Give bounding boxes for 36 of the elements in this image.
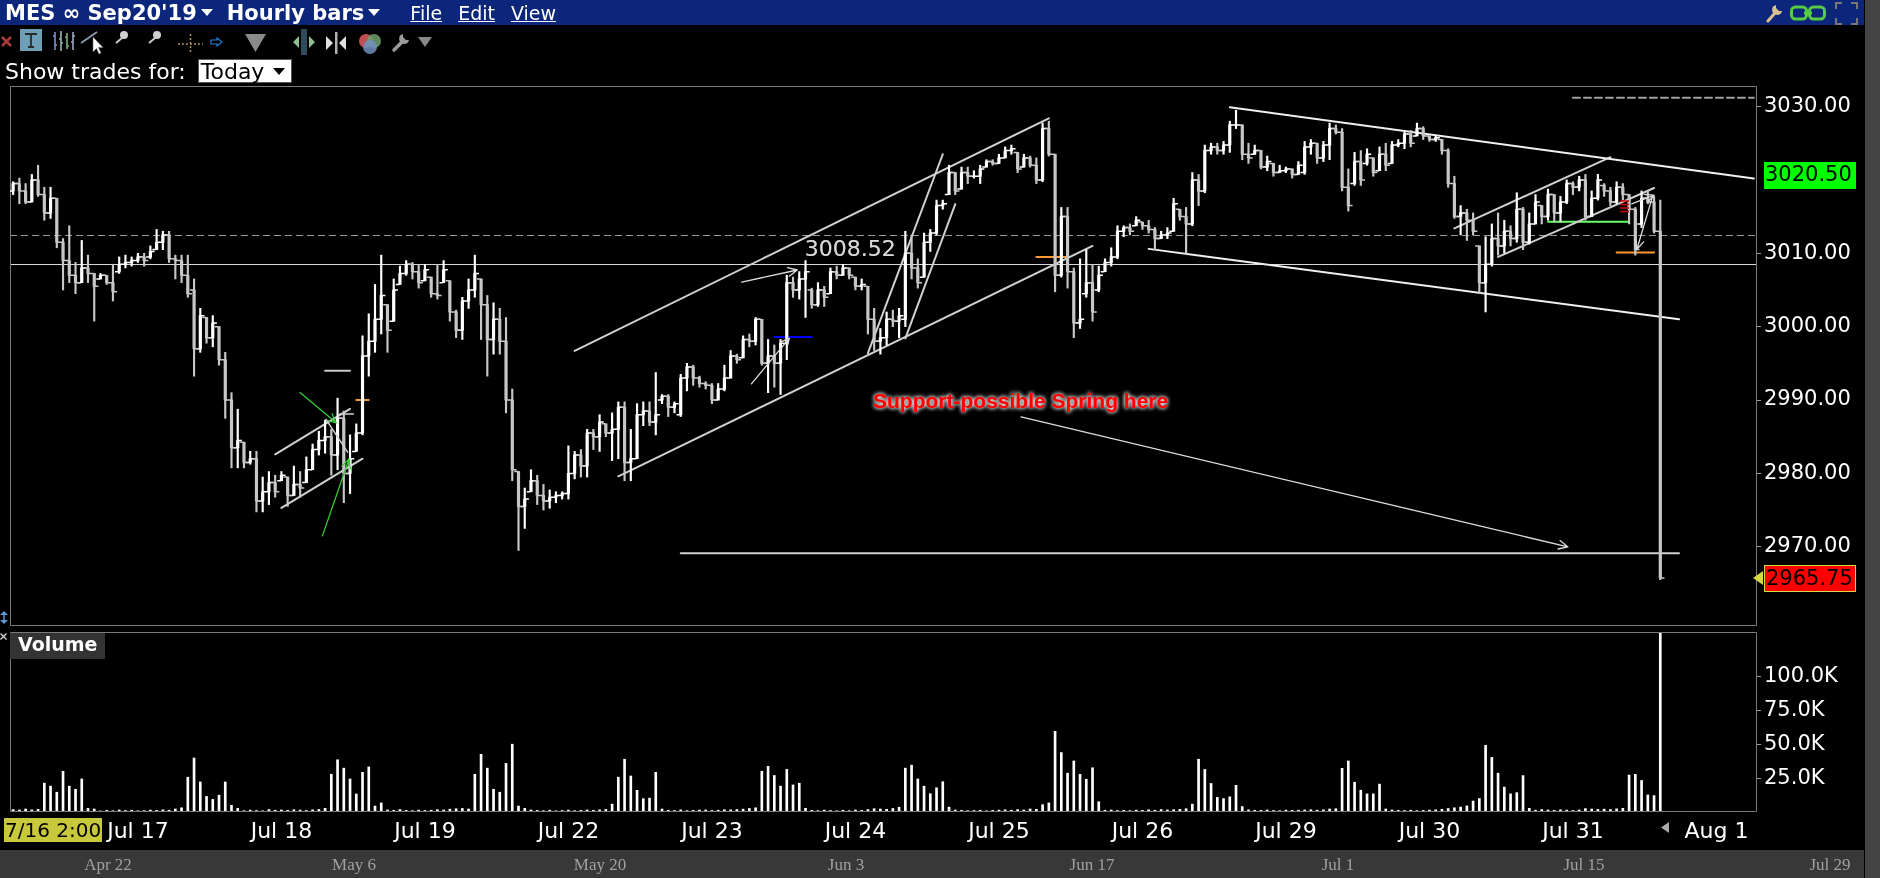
x-tick-label: Jul 26 (1109, 817, 1174, 843)
text: File (410, 1, 443, 24)
ref-line-label: 3008.52 (804, 235, 896, 261)
chart-subtitle: Hourly bars (226, 0, 365, 25)
x-tick-label: Jul 17 (105, 817, 169, 843)
x-tick-label: Jul 25 (966, 817, 1030, 843)
y-tick-label: 25.0K (1764, 764, 1826, 789)
y-tick-label: 100.0K (1764, 663, 1840, 688)
y-tick-label: 2980.00 (1764, 459, 1851, 484)
x-tick-label: Jul 22 (535, 817, 600, 843)
text: Show trades for: (5, 58, 186, 84)
y-tick-label: 3030.00 (1764, 93, 1851, 117)
y-tick-label: 75.0K (1764, 696, 1826, 721)
text: Edit (458, 1, 495, 24)
y-tick-label: 3010.00 (1764, 239, 1851, 264)
x-tick-label: Jul 18 (248, 817, 313, 843)
chart-title: MES ∞ Sep20'19 (5, 0, 197, 25)
annotation: Support-possible Spring here (873, 388, 1169, 412)
x-tick-label: Jul 30 (1396, 817, 1461, 843)
y-tick-label: 2970.00 (1764, 533, 1851, 558)
y-tick-label: 3000.00 (1764, 313, 1851, 338)
x-tick-label: Jul 23 (679, 817, 743, 843)
text: 2965.75 (1764, 565, 1856, 592)
chart-title: Volume (10, 633, 106, 659)
text: 3020.50 (1764, 162, 1856, 189)
y-tick-label: 50.0K (1764, 730, 1826, 755)
text: View (510, 1, 557, 24)
x-tick-label: Aug 1 (1684, 817, 1749, 843)
dropdown: Today (197, 59, 292, 83)
scrollbar: Apr 22 May 6 May 20 Jun 3 Jun 17 Jul 1 Jul 15 Jul 29 (0, 850, 1864, 878)
text: 7/16 2:00 (4, 818, 103, 842)
x-tick-label: Jul 31 (1540, 817, 1604, 843)
x-tick-label: Jul 29 (1253, 817, 1317, 843)
x-tick-label: Jul 19 (392, 817, 456, 843)
y-tick-label: 2990.00 (1764, 386, 1851, 411)
x-tick-label: Jul 24 (822, 817, 887, 843)
